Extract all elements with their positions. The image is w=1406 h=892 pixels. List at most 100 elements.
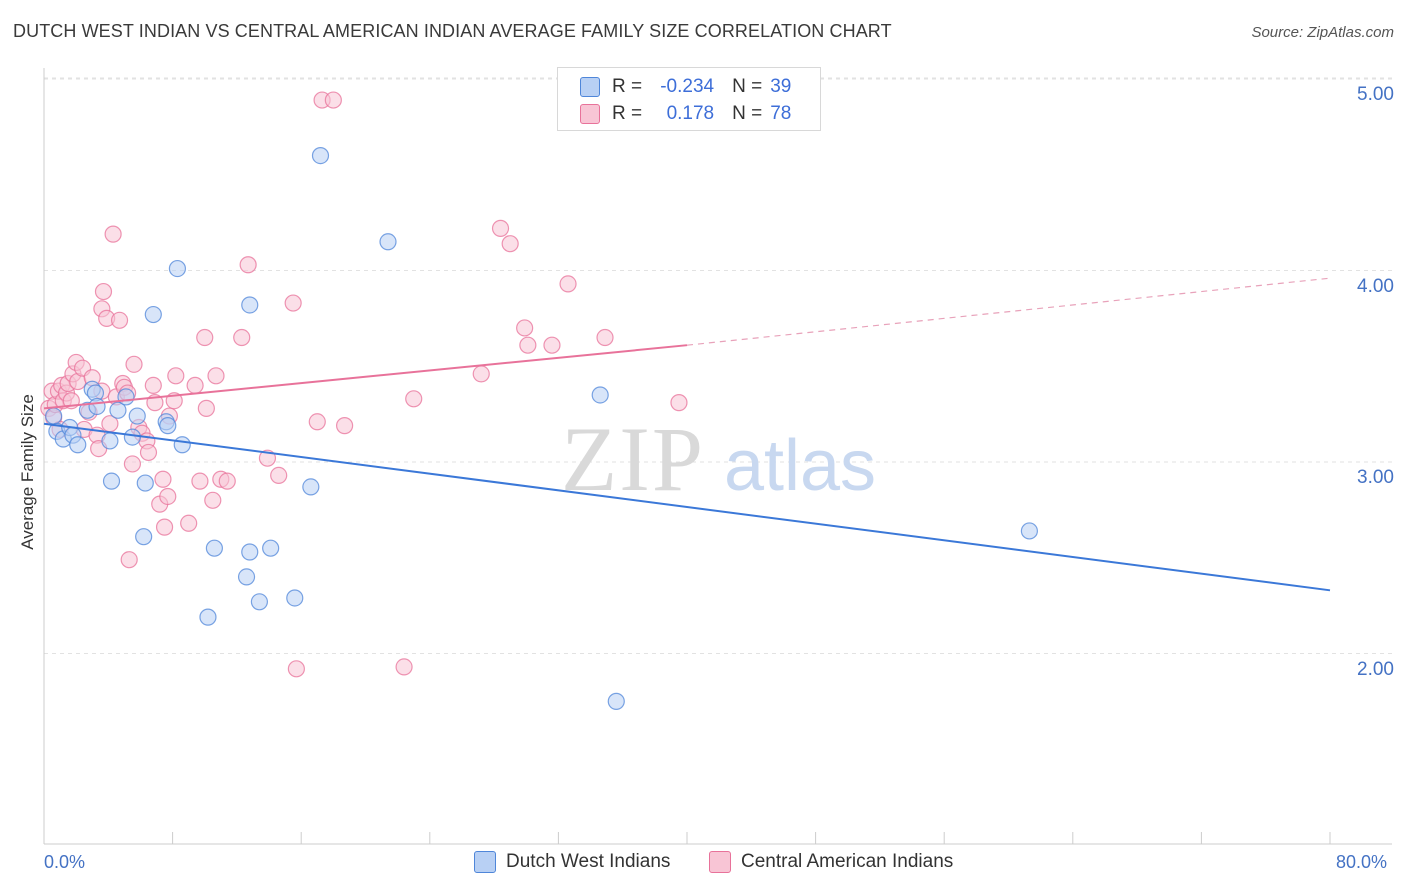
data-point [287,660,305,678]
data-point [284,294,302,312]
data-point [670,394,688,412]
n-label: N = [732,76,763,97]
data-point [139,443,158,462]
legend-item-central-american-indians[interactable]: Central American Indians [709,851,953,873]
n-value-pink: 78 [770,103,792,124]
data-point [104,225,122,243]
data-point [167,367,185,385]
series-central-american-indians [40,91,688,678]
data-point [136,474,154,492]
data-point [94,282,113,301]
data-point [262,539,280,557]
pink-swatch [580,104,600,124]
data-point [1020,522,1038,540]
data-point [270,466,288,485]
legend-swatch-blue [474,851,496,873]
data-point [519,336,537,354]
data-point [302,478,320,496]
data-point [168,259,187,278]
data-point [596,328,614,347]
data-point [559,275,577,293]
y-tick-label: 4.00 [1357,275,1394,297]
y-tick-label: 2.00 [1357,658,1394,680]
n-value-blue: 39 [770,76,792,97]
data-point [405,390,423,408]
legend-swatch-pink [709,851,731,873]
y-tick-label: 3.00 [1357,467,1394,488]
stats-legend: R = -0.234 N = 39 R = 0.178 N = 78 [557,67,821,131]
data-point [109,401,127,419]
data-point [250,593,269,611]
series-dutch-west-indians [45,147,1038,710]
data-point [173,436,191,454]
data-point [204,491,222,509]
data-point [196,328,214,347]
data-point [324,91,342,109]
stats-legend-row-pink: R = 0.178 N = 78 [580,102,791,126]
source-credit: Source: ZipAtlas.com [1251,24,1394,41]
chart-title: DUTCH WEST INDIAN VS CENTRAL AMERICAN IN… [13,21,892,41]
data-point [241,543,259,561]
r-value-blue: -0.234 [660,76,715,97]
data-point [472,365,490,383]
data-point [159,487,177,506]
data-point [155,518,174,536]
trend-line-central-american-indians [43,344,688,410]
data-point [123,428,142,446]
data-point [102,472,121,490]
data-point [191,472,209,490]
r-label: R = [612,76,643,97]
data-point [45,407,63,425]
data-point [125,355,143,373]
data-point [379,233,397,251]
data-point [395,658,413,676]
watermark-zip: ZIP [561,408,705,510]
x-tick-label-max: 80.0% [1336,852,1388,872]
data-point [207,367,225,385]
data-point [123,455,142,473]
data-point [241,296,259,314]
axes [43,68,1392,845]
data-point [180,514,198,532]
blue-swatch [580,77,600,97]
data-point [591,386,609,404]
data-point [154,470,172,488]
data-point [336,417,354,435]
data-point [501,235,519,253]
trend-line-dutch-west-indians [43,422,1331,592]
legend-label: Central American Indians [741,851,954,872]
watermark-atlas: atlas [724,426,876,506]
data-point [128,407,146,425]
legend-item-dutch-west-indians[interactable]: Dutch West Indians [474,851,670,873]
data-point [144,305,162,324]
data-point [237,568,256,586]
data-point [205,539,223,557]
data-point [286,589,304,607]
data-point [218,472,236,490]
data-point [186,376,204,394]
data-point [516,319,534,337]
legend-label: Dutch West Indians [506,851,671,872]
r-value-pink: 0.178 [666,103,715,124]
trend-line-extension [686,277,1331,346]
data-point [69,436,87,454]
data-point [159,417,177,435]
trend-lines [43,277,1331,592]
data-point [491,219,510,237]
data-point [110,311,129,329]
data-point [233,328,251,347]
data-point [239,256,257,274]
data-point [88,397,106,416]
y-axis-label: Average Family Size [18,394,37,550]
data-point [199,608,217,626]
stats-legend-row-blue: R = -0.234 N = 39 [580,75,791,99]
data-point [308,413,326,431]
data-point [607,692,625,710]
x-tick-label-min: 0.0% [44,852,86,872]
data-point [120,551,138,569]
grid-lines [44,77,1392,654]
data-point [197,399,215,417]
data-point [117,388,135,406]
data-point [311,147,330,165]
